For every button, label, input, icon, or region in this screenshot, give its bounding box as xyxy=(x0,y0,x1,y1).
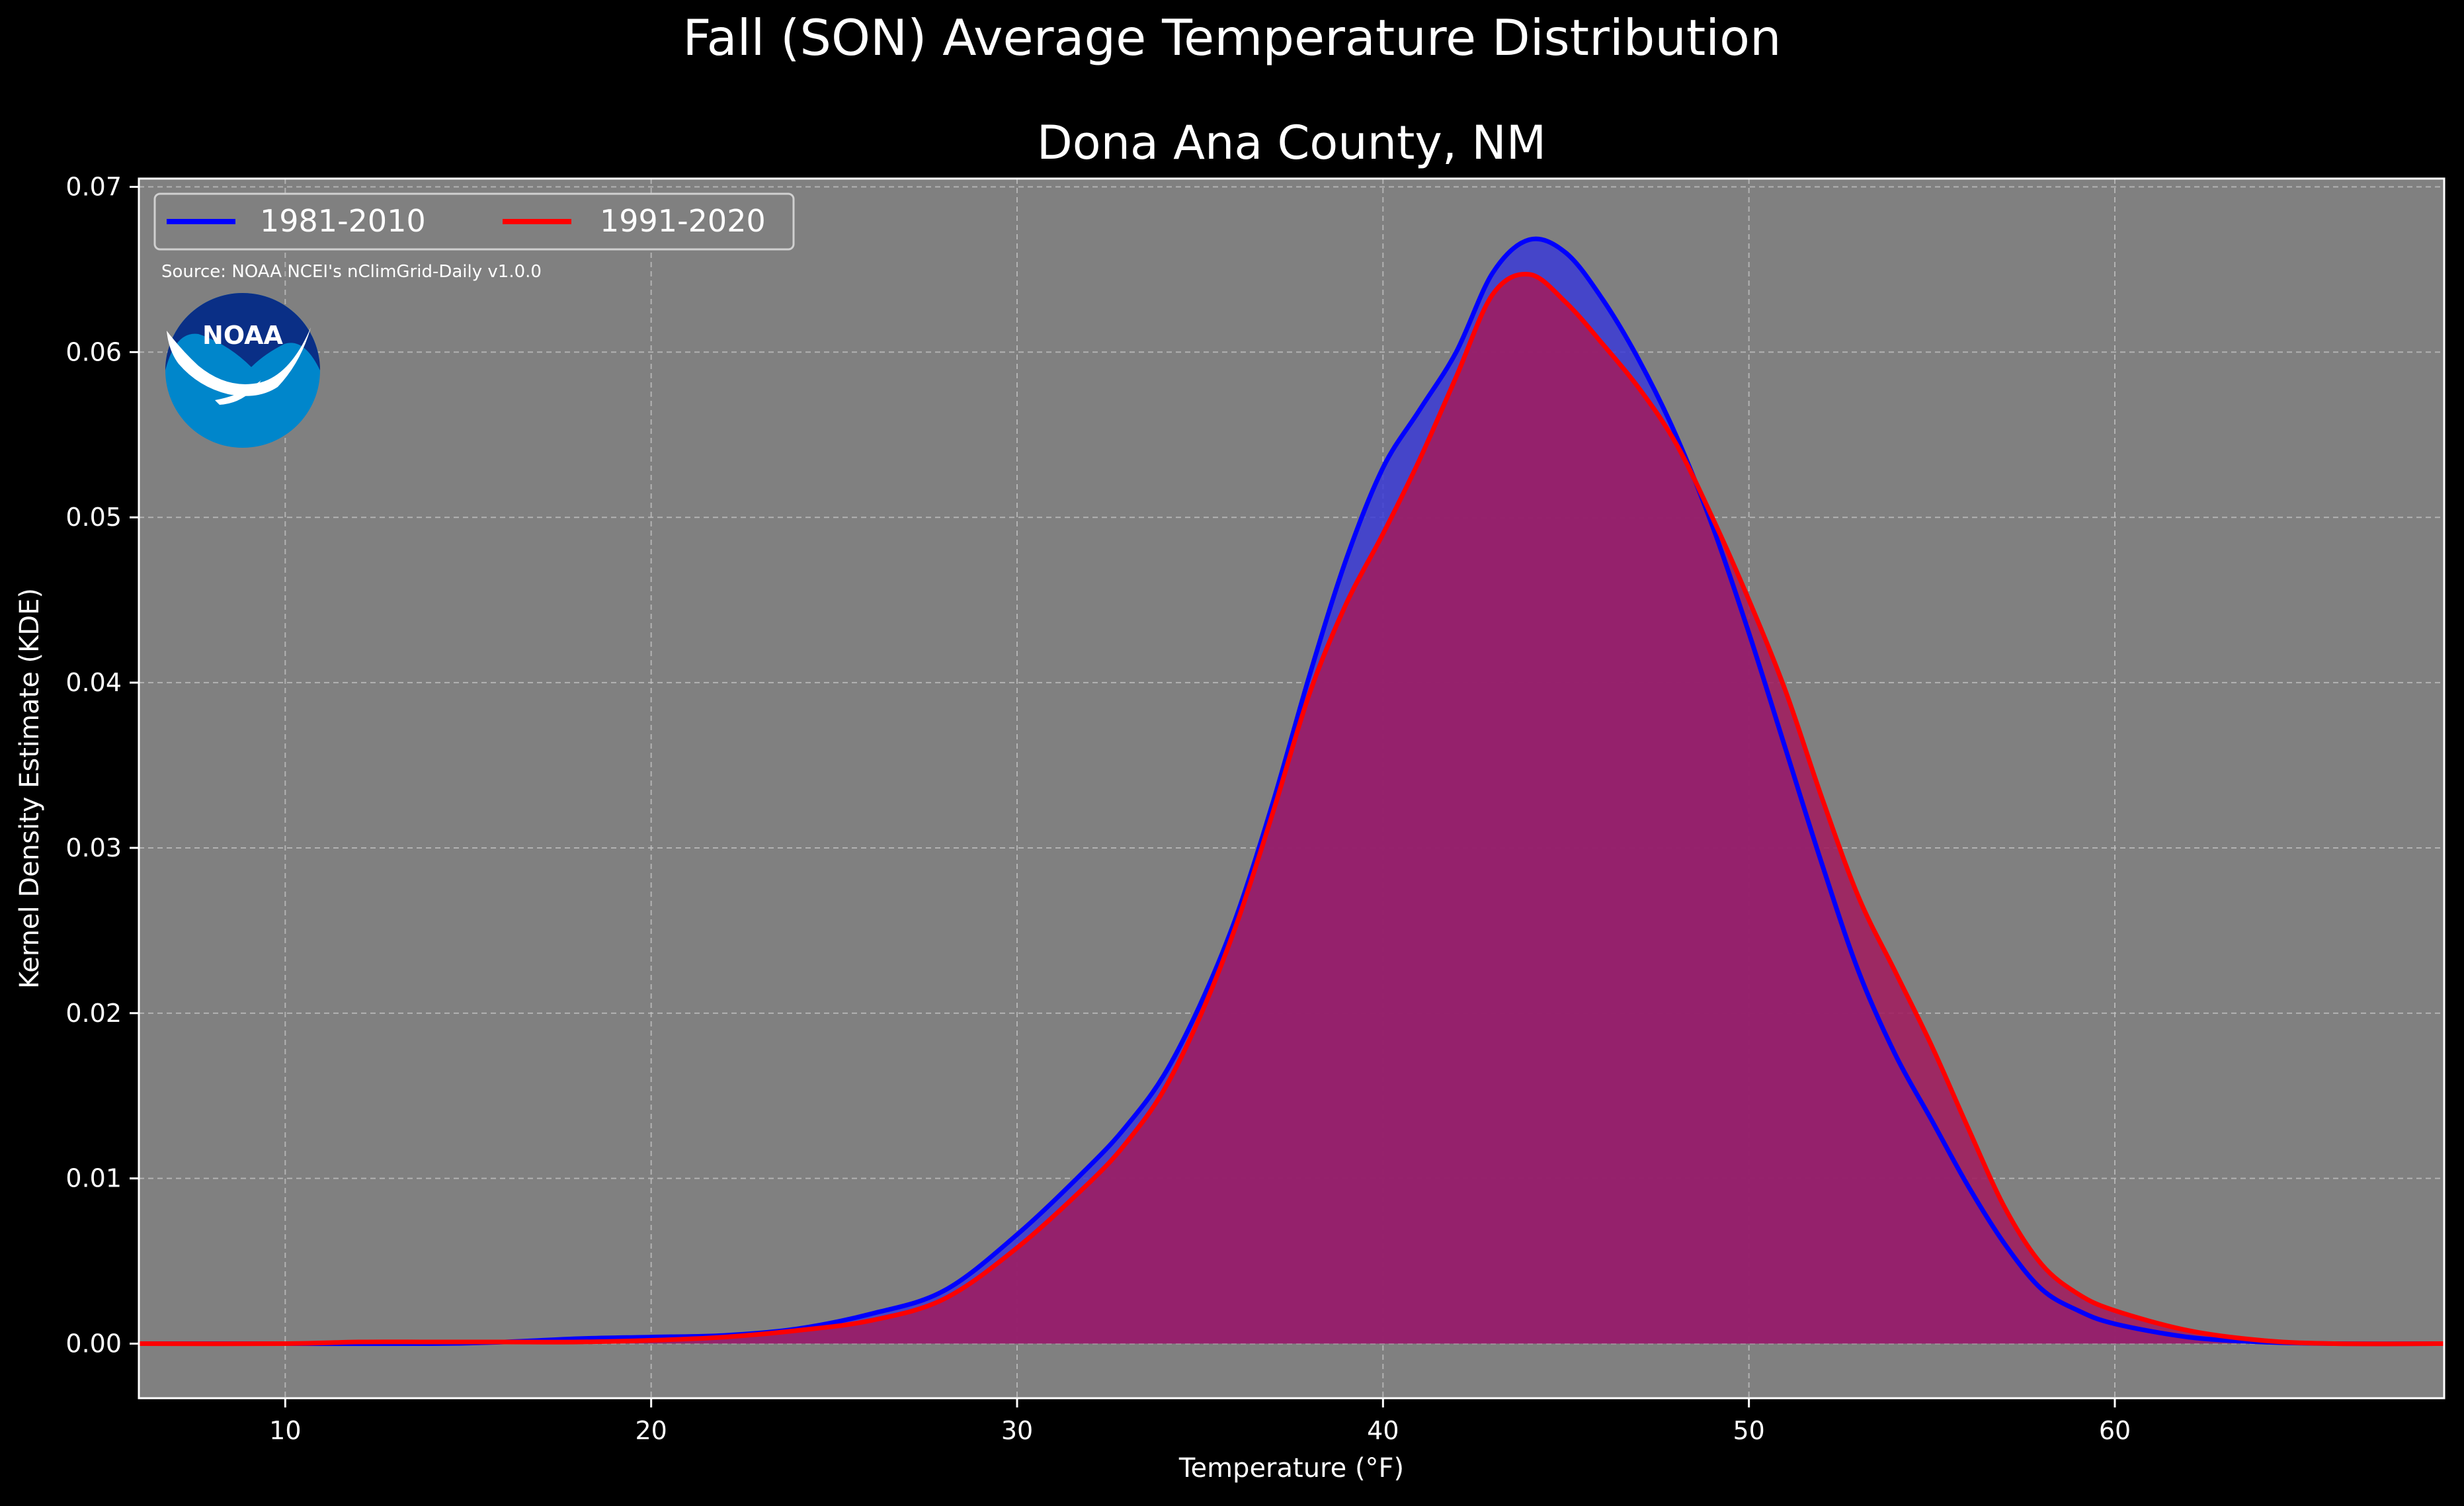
y-tick-label: 0.04 xyxy=(65,668,122,697)
series-fill-1991-2020 xyxy=(139,274,2444,1344)
y-tick-label: 0.01 xyxy=(65,1164,122,1193)
legend-box xyxy=(153,192,795,251)
tick-layer: 10 20 30 40 50 60 0.00 0.01 0.02 0.03 0.04 0.05 0.06… xyxy=(65,172,2131,1445)
y-tick-label: 0.06 xyxy=(65,337,122,366)
plot-frame xyxy=(138,177,2445,1400)
y-tick-label: 0.00 xyxy=(65,1329,122,1359)
source-note: Source: NOAA NCEI's nClimGrid-Daily v1.0… xyxy=(161,262,542,282)
series-line-1991-2020 xyxy=(138,272,2445,1347)
y-tick-label: 0.02 xyxy=(65,999,122,1028)
series-layer xyxy=(138,236,2445,1347)
x-tick-label: 30 xyxy=(1001,1416,1033,1445)
legend-label-1991-2020: 1991-2020 xyxy=(600,203,766,239)
y-axis-label: Kernel Density Estimate (KDE) xyxy=(15,588,45,989)
x-tick-label: 50 xyxy=(1733,1416,1764,1445)
y-tick-label: 0.03 xyxy=(65,833,122,862)
y-tick-label: 0.05 xyxy=(65,503,122,532)
x-tick-label: 60 xyxy=(2099,1416,2131,1445)
x-axis-label: Temperature (°F) xyxy=(1178,1453,1404,1484)
x-tick-label: 20 xyxy=(635,1416,667,1445)
chart-title: Dona Ana County, NM xyxy=(1037,116,1546,170)
y-tick-label: 0.07 xyxy=(65,172,122,201)
figure-suptitle: Fall (SON) Average Temperature Distribut… xyxy=(682,9,1781,67)
legend: 1981-2010 1991-2020 xyxy=(153,192,795,251)
noaa-logo: NOAA xyxy=(165,293,320,448)
legend-label-1981-2010: 1981-2010 xyxy=(260,203,426,239)
noaa-logo-text: NOAA xyxy=(202,321,283,350)
x-tick-label: 10 xyxy=(269,1416,301,1445)
plot-area xyxy=(138,177,2445,1400)
x-tick-label: 40 xyxy=(1367,1416,1399,1445)
